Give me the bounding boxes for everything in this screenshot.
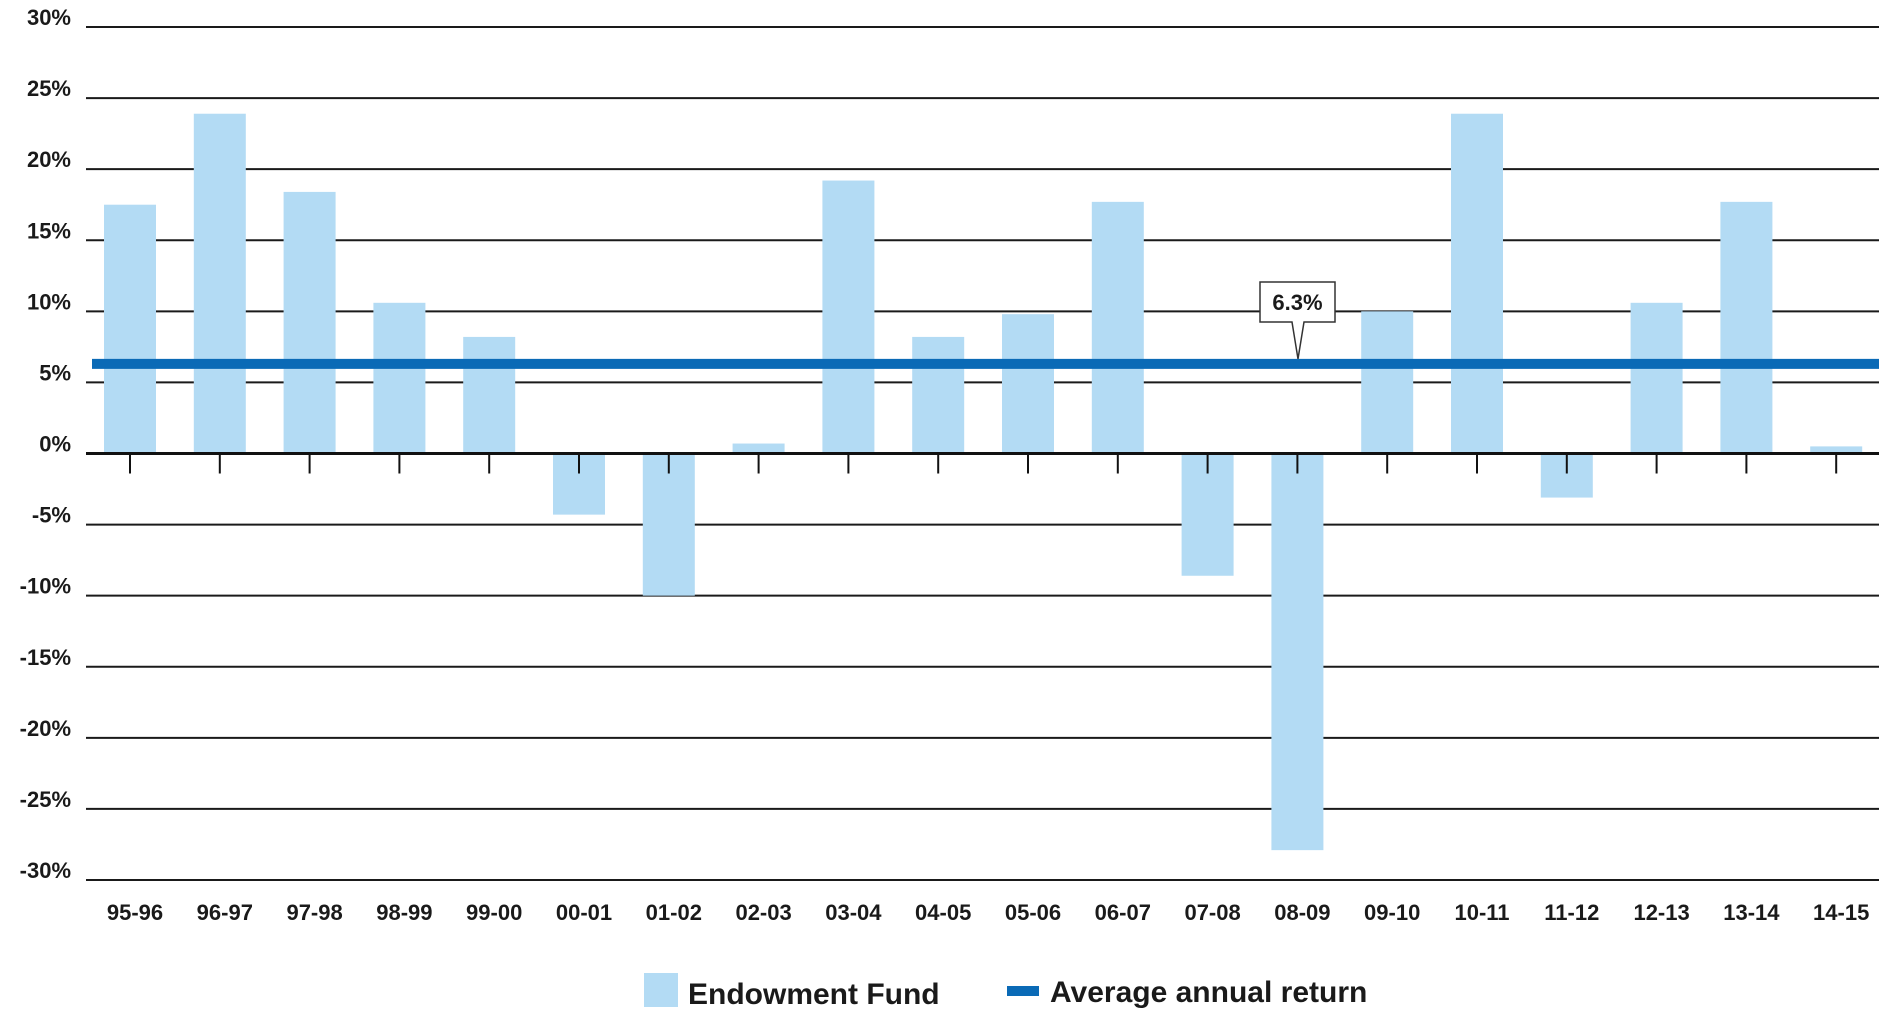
x-tick-label: 07-08 xyxy=(1184,900,1240,925)
bar-endowment-fund xyxy=(373,302,426,454)
y-tick-label: -25% xyxy=(20,787,71,812)
y-tick-label: -30% xyxy=(20,858,71,883)
y-tick-label: 0% xyxy=(39,432,71,457)
y-tick-label: 15% xyxy=(27,218,71,243)
average-line-group: 6.3% xyxy=(92,281,1879,369)
y-tick-label: -15% xyxy=(20,645,71,670)
x-tick-labels: 95-96 96-97 97-98 98-99 99-00 00-01 01-02 02-03… xyxy=(107,900,1869,925)
legend-label-endowment-fund: Endowment Fund xyxy=(688,978,940,1010)
bar-endowment-fund xyxy=(642,453,695,596)
bar-endowment-fund xyxy=(1181,453,1234,576)
y-tick-label: 25% xyxy=(27,76,71,101)
x-tick-label: 11-12 xyxy=(1544,900,1599,925)
x-tick-label: 06-07 xyxy=(1095,900,1151,925)
x-tick-label: 04-05 xyxy=(915,900,971,925)
bars xyxy=(104,113,1863,851)
x-tick-label: 01-02 xyxy=(646,900,702,925)
bar-endowment-fund xyxy=(1361,311,1414,454)
average-callout-box xyxy=(1259,281,1336,360)
bar-endowment-fund xyxy=(912,336,965,454)
x-tick-label: 96-97 xyxy=(197,900,253,925)
legend: Endowment Fund Average annual return xyxy=(644,973,1367,1011)
bar-endowment-fund xyxy=(1002,314,1054,454)
x-tick-label: 97-98 xyxy=(286,900,342,925)
legend-swatch-average-annual-return xyxy=(1007,986,1039,996)
bar-endowment-fund xyxy=(1091,201,1144,454)
y-tick-label: -20% xyxy=(20,716,71,741)
x-tick-label: 08-09 xyxy=(1274,900,1330,925)
x-tick-label: 00-01 xyxy=(556,900,612,925)
bar-endowment-fund xyxy=(283,191,336,454)
legend-label-average-annual-return: Average annual return xyxy=(1050,976,1367,1009)
bar-endowment-fund xyxy=(193,113,246,454)
x-tick-label: 12-13 xyxy=(1633,900,1689,925)
bar-endowment-fund xyxy=(1810,446,1863,454)
bar-endowment-fund xyxy=(1720,201,1773,454)
bar-endowment-fund xyxy=(1451,113,1503,454)
x-tick-label: 03-04 xyxy=(825,900,882,925)
legend-swatch-endowment-fund xyxy=(644,973,678,1007)
y-tick-label: 10% xyxy=(27,289,71,314)
x-tick-label: 13-14 xyxy=(1723,900,1780,925)
average-callout-label: 6.3% xyxy=(1272,290,1322,315)
bar-endowment-fund xyxy=(463,336,516,454)
x-tick-label: 99-00 xyxy=(466,900,522,925)
y-tick-label: 20% xyxy=(27,147,71,172)
zero-axis xyxy=(86,452,1879,474)
x-tick-label: 09-10 xyxy=(1364,900,1420,925)
y-tick-labels: 30% 25% 20% 15% 10% 5% 0% -5% -10% -15% -20% -25% -3… xyxy=(20,5,71,883)
y-tick-label: -10% xyxy=(20,574,71,599)
x-tick-label: 10-11 xyxy=(1454,900,1509,925)
bar-endowment-fund xyxy=(822,180,875,454)
x-tick-label: 02-03 xyxy=(735,900,791,925)
bar-endowment-fund xyxy=(732,443,785,454)
bar-endowment-fund xyxy=(104,204,156,454)
y-tick-label: -5% xyxy=(32,503,71,528)
bar-endowment-fund xyxy=(1630,302,1683,454)
x-tick-label: 95-96 xyxy=(107,900,163,925)
y-tick-label: 5% xyxy=(39,360,71,385)
y-tick-label: 30% xyxy=(27,5,71,30)
x-tick-label: 14-15 xyxy=(1813,900,1869,925)
x-tick-label: 98-99 xyxy=(376,900,432,925)
bar-endowment-fund xyxy=(1271,453,1324,851)
x-tick-label: 05-06 xyxy=(1005,900,1061,925)
